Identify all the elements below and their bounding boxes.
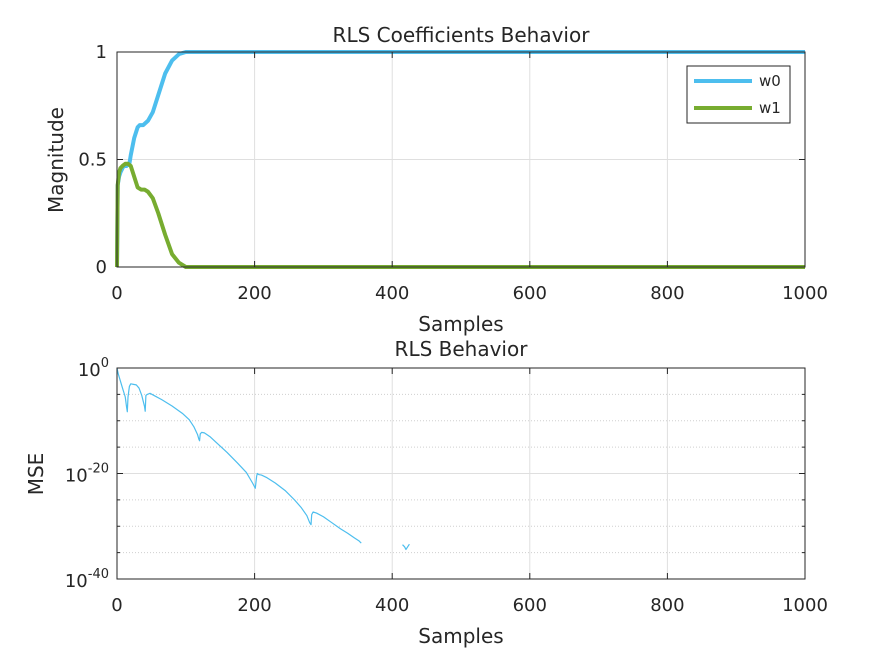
mse-x-tick-label: 600 <box>513 595 547 616</box>
mse-x-ticks: 0 200 400 600 800 1000 <box>111 368 828 616</box>
legend-label-w0: w0 <box>759 72 781 90</box>
coefficients-y-ticks: 00.51 <box>78 42 805 278</box>
mse-y-tick-label: 10-40 <box>65 567 109 592</box>
mse-line-segment <box>116 367 362 544</box>
mse-x-tick-label: 400 <box>375 595 409 616</box>
coefficients-y-tick-label: 1 <box>96 42 107 63</box>
mse-axes-box <box>116 367 806 580</box>
coefficients-chart: 0 200 400 600 800 1000 00.51 RLS Coefficients… <box>44 23 828 336</box>
legend-box <box>686 65 791 124</box>
mse-y-tick-label: 100 <box>78 356 109 381</box>
mse-y-ticks: 100 10-20 10-40 <box>65 356 109 592</box>
mse-x-tick-label: 0 <box>111 595 122 616</box>
legend-label-w1: w1 <box>759 99 781 117</box>
coefficients-chart-title: RLS Coefficients Behavior <box>333 23 591 47</box>
mse-lines <box>116 367 410 551</box>
coefficients-x-tick-label: 1000 <box>782 283 828 304</box>
mse-line-segment <box>402 543 410 551</box>
mse-chart-title: RLS Behavior <box>395 337 529 361</box>
mse-x-axis-label: Samples <box>418 624 503 648</box>
coefficients-x-tick-label: 400 <box>375 283 409 304</box>
coefficients-y-tick-label: 0 <box>96 257 107 278</box>
mse-y-tick-label: 10-20 <box>65 462 109 487</box>
coefficients-y-tick-label: 0.5 <box>78 150 107 171</box>
coefficients-x-tick-label: 200 <box>237 283 271 304</box>
coefficients-x-tick-label: 800 <box>650 283 684 304</box>
mse-x-tick-label: 200 <box>237 595 271 616</box>
coefficients-x-ticks: 0 200 400 600 800 1000 <box>111 52 828 304</box>
mse-x-tick-label: 1000 <box>782 595 828 616</box>
coefficients-x-tick-label: 600 <box>513 283 547 304</box>
mse-chart: 0 200 400 600 800 1000 100 10-20 10-40 RLS Beha… <box>24 337 828 648</box>
coefficients-y-axis-label: Magnitude <box>44 107 68 213</box>
mse-y-axis-label: MSE <box>24 453 48 496</box>
coefficients-x-tick-label: 0 <box>111 283 122 304</box>
coefficients-legend: w0 w1 <box>686 65 791 124</box>
coefficients-x-axis-label: Samples <box>418 312 503 336</box>
mse-x-tick-label: 800 <box>650 595 684 616</box>
